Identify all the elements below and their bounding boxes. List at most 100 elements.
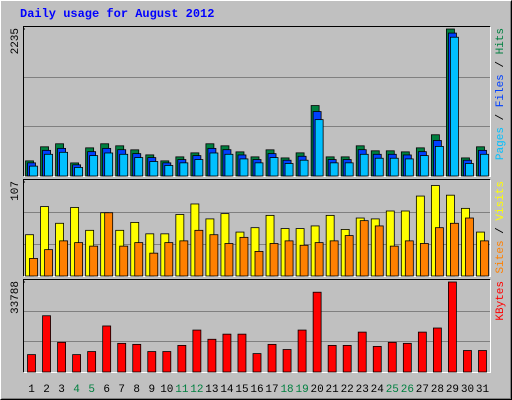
legend-entry: KBytes [495, 281, 507, 321]
bar [57, 341, 66, 373]
x-tick-label: 2 [43, 384, 50, 396]
bar [149, 252, 159, 277]
x-tick-label: 7 [118, 384, 125, 396]
bar [252, 353, 262, 373]
bar [149, 161, 159, 177]
x-tick-label: 15 [235, 384, 248, 396]
bar [209, 234, 219, 277]
legend: Sites / Visits [495, 181, 507, 273]
bar [344, 162, 354, 177]
bar [162, 351, 172, 373]
bar [342, 345, 352, 373]
bar [284, 240, 294, 277]
bar [29, 165, 38, 177]
bar [222, 333, 232, 373]
bar [463, 350, 472, 373]
bar [89, 245, 99, 277]
bar [480, 240, 489, 277]
x-tick-label: 19 [295, 384, 308, 396]
bar [269, 157, 279, 177]
x-tick-label: 22 [341, 384, 354, 396]
plot-bevel [23, 26, 491, 177]
y-tick-label: 2235 [10, 28, 22, 54]
bar [419, 243, 429, 277]
x-tick-label: 31 [476, 384, 490, 396]
y-tick-label: 33788 [10, 281, 22, 314]
bar [282, 349, 292, 373]
x-tick-label: 5 [88, 384, 95, 396]
legend-entry: Pages [495, 127, 507, 160]
bar [192, 329, 202, 373]
plot-bevel [23, 179, 491, 277]
bar [102, 325, 112, 373]
bar [164, 165, 174, 177]
legend-separator: / [495, 54, 507, 74]
bar [224, 153, 234, 177]
bar [478, 350, 487, 373]
bar [44, 249, 53, 277]
bar [465, 163, 474, 177]
x-tick-label: 30 [461, 384, 474, 396]
bar [480, 153, 489, 177]
bar [134, 157, 144, 177]
bar [284, 163, 294, 177]
x-tick-label: 25 [386, 384, 399, 396]
x-tick-label: 16 [250, 384, 263, 396]
x-tick-label: 17 [265, 384, 278, 396]
bar [359, 153, 369, 177]
bar [177, 345, 187, 373]
x-tick-label: 26 [401, 384, 414, 396]
bar [104, 212, 114, 277]
bar [74, 167, 84, 177]
legend-entry: Hits [495, 28, 507, 54]
bar [194, 229, 204, 277]
bar [194, 159, 204, 177]
x-tick-label: 18 [280, 384, 293, 396]
legend: KBytes [495, 281, 507, 321]
legend-entry: Visits [495, 181, 507, 221]
x-tick-label: 1 [28, 384, 35, 396]
bar [239, 236, 249, 277]
bar [74, 242, 84, 277]
x-tick-label: 21 [326, 384, 340, 396]
x-tick-label: 24 [371, 384, 385, 396]
bar [209, 152, 219, 177]
x-tick-label: 8 [133, 384, 140, 396]
bar [357, 331, 367, 373]
bar [448, 281, 457, 373]
bar [179, 240, 189, 277]
bar [434, 146, 444, 177]
x-tick-label: 29 [446, 384, 459, 396]
bar [434, 227, 444, 277]
bar [299, 159, 309, 177]
bar [119, 245, 129, 277]
x-tick-label: 3 [58, 384, 65, 396]
legend-separator: / [495, 107, 507, 127]
bar [314, 119, 324, 177]
bar [267, 343, 277, 373]
bar [297, 329, 307, 373]
bar [374, 157, 384, 177]
bar [224, 243, 234, 277]
x-tick-label: 6 [103, 384, 110, 396]
legend-separator: / [495, 221, 507, 241]
bar [402, 342, 412, 373]
bar [299, 244, 309, 277]
bar [44, 153, 53, 177]
bar [119, 153, 129, 177]
bar [147, 351, 157, 373]
legend: Pages / Files / Hits [495, 28, 507, 160]
bar [327, 345, 337, 373]
legend-entry: Sites [495, 240, 507, 273]
bar [104, 152, 114, 177]
x-tick-label: 20 [311, 384, 324, 396]
x-tick-label: 13 [205, 384, 218, 396]
bar [432, 327, 442, 373]
bar [372, 346, 382, 373]
legend-entry: Files [495, 74, 507, 107]
bar [329, 162, 339, 177]
bar [374, 225, 384, 277]
bar [42, 315, 51, 373]
